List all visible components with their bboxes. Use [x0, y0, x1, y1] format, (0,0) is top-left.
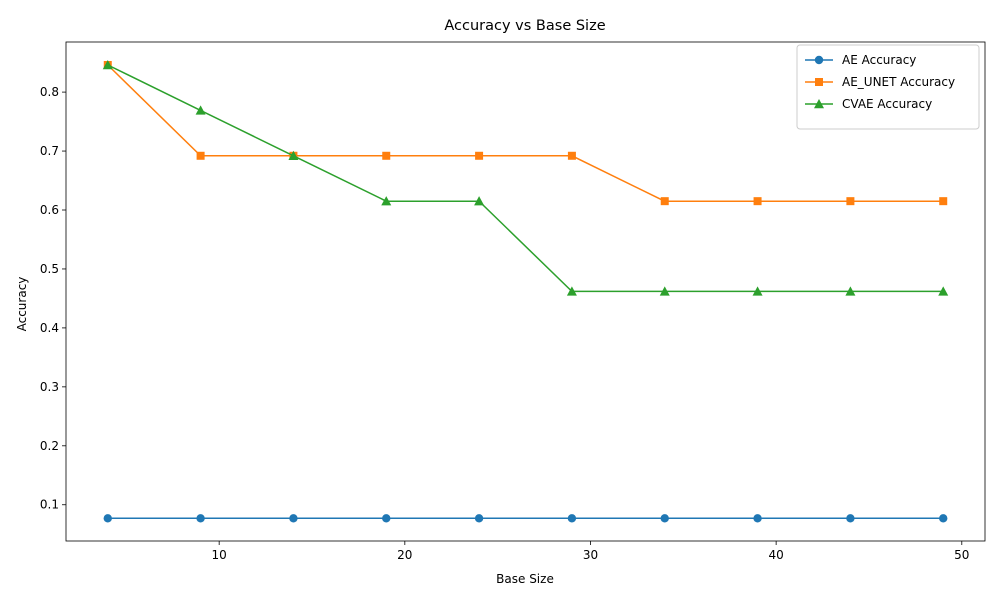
data-point-ae-unet-accuracy	[475, 151, 484, 160]
y-tick-label: 0.2	[40, 439, 59, 453]
series-ae-accuracy	[103, 514, 948, 523]
series-line-ae-unet-accuracy	[107, 64, 944, 202]
legend-entry: AE_UNET Accuracy	[842, 75, 955, 89]
x-tick-label: 20	[397, 548, 412, 562]
x-axis-label: Base Size	[496, 572, 554, 586]
data-point-ae-accuracy	[289, 514, 298, 523]
legend-entry: CVAE Accuracy	[842, 97, 932, 111]
y-tick-label: 0.1	[40, 498, 59, 512]
legend: AE Accuracy AE_UNET Accuracy CVAE Accuracy	[796, 44, 980, 130]
data-point-ae-accuracy	[567, 514, 577, 523]
y-tick-label: 0.4	[40, 321, 59, 335]
data-point-cvae-accuracy	[381, 196, 392, 206]
axes: 10 20 30 40 50 0.1 0.2 0.3 0.4 0.5 0.6 0.7 0.8	[40, 41, 986, 562]
data-point-ae-accuracy	[846, 514, 855, 523]
data-point-ae-unet-accuracy	[567, 151, 576, 160]
data-point-ae-accuracy	[474, 514, 484, 523]
chart-title: Accuracy vs Base Size	[444, 18, 605, 34]
data-point-cvae-accuracy	[102, 59, 113, 70]
data-point-ae-accuracy	[660, 514, 669, 523]
legend-marker	[814, 55, 824, 65]
data-point-ae-unet-accuracy	[382, 151, 391, 160]
data-point-cvae-accuracy	[195, 105, 206, 115]
y-tick-label: 0.7	[40, 144, 59, 158]
data-point-ae-unet-accuracy	[753, 197, 762, 206]
data-point-ae-unet-accuracy	[196, 151, 205, 160]
data-point-ae-accuracy	[382, 514, 391, 523]
data-point-ae-unet-accuracy	[939, 197, 948, 206]
data-point-cvae-accuracy	[566, 286, 577, 296]
data-point-cvae-accuracy	[288, 150, 299, 161]
y-tick-label: 0.3	[40, 380, 59, 394]
data-point-ae-accuracy	[939, 514, 948, 523]
series-cvae-accuracy	[102, 59, 949, 296]
data-point-cvae-accuracy	[474, 196, 485, 206]
legend-entry: AE Accuracy	[842, 53, 916, 67]
data-point-cvae-accuracy	[938, 286, 949, 296]
data-point-ae-accuracy	[103, 514, 112, 523]
y-tick-label: 0.6	[40, 203, 59, 217]
x-tick-label: 10	[212, 548, 227, 562]
legend-marker	[814, 99, 824, 109]
data-point-cvae-accuracy	[845, 286, 856, 296]
data-point-ae-accuracy	[196, 514, 205, 523]
x-tick-label: 50	[954, 548, 969, 562]
x-tick-label: 40	[768, 548, 783, 562]
legend-box	[796, 44, 980, 130]
data-point-ae-unet-accuracy	[660, 197, 669, 206]
data-point-ae-accuracy	[753, 514, 762, 523]
x-tick-label: 30	[583, 548, 598, 562]
y-tick-label: 0.5	[40, 262, 59, 276]
data-point-ae-unet-accuracy	[846, 197, 855, 206]
legend-marker	[815, 78, 823, 86]
y-tick-label: 0.8	[40, 85, 59, 99]
plot-area	[102, 59, 949, 523]
data-point-cvae-accuracy	[659, 286, 670, 296]
data-point-cvae-accuracy	[752, 286, 763, 296]
series-line-cvae-accuracy	[107, 64, 944, 293]
y-axis-label: Accuracy	[15, 277, 29, 332]
plot-frame	[65, 41, 986, 542]
